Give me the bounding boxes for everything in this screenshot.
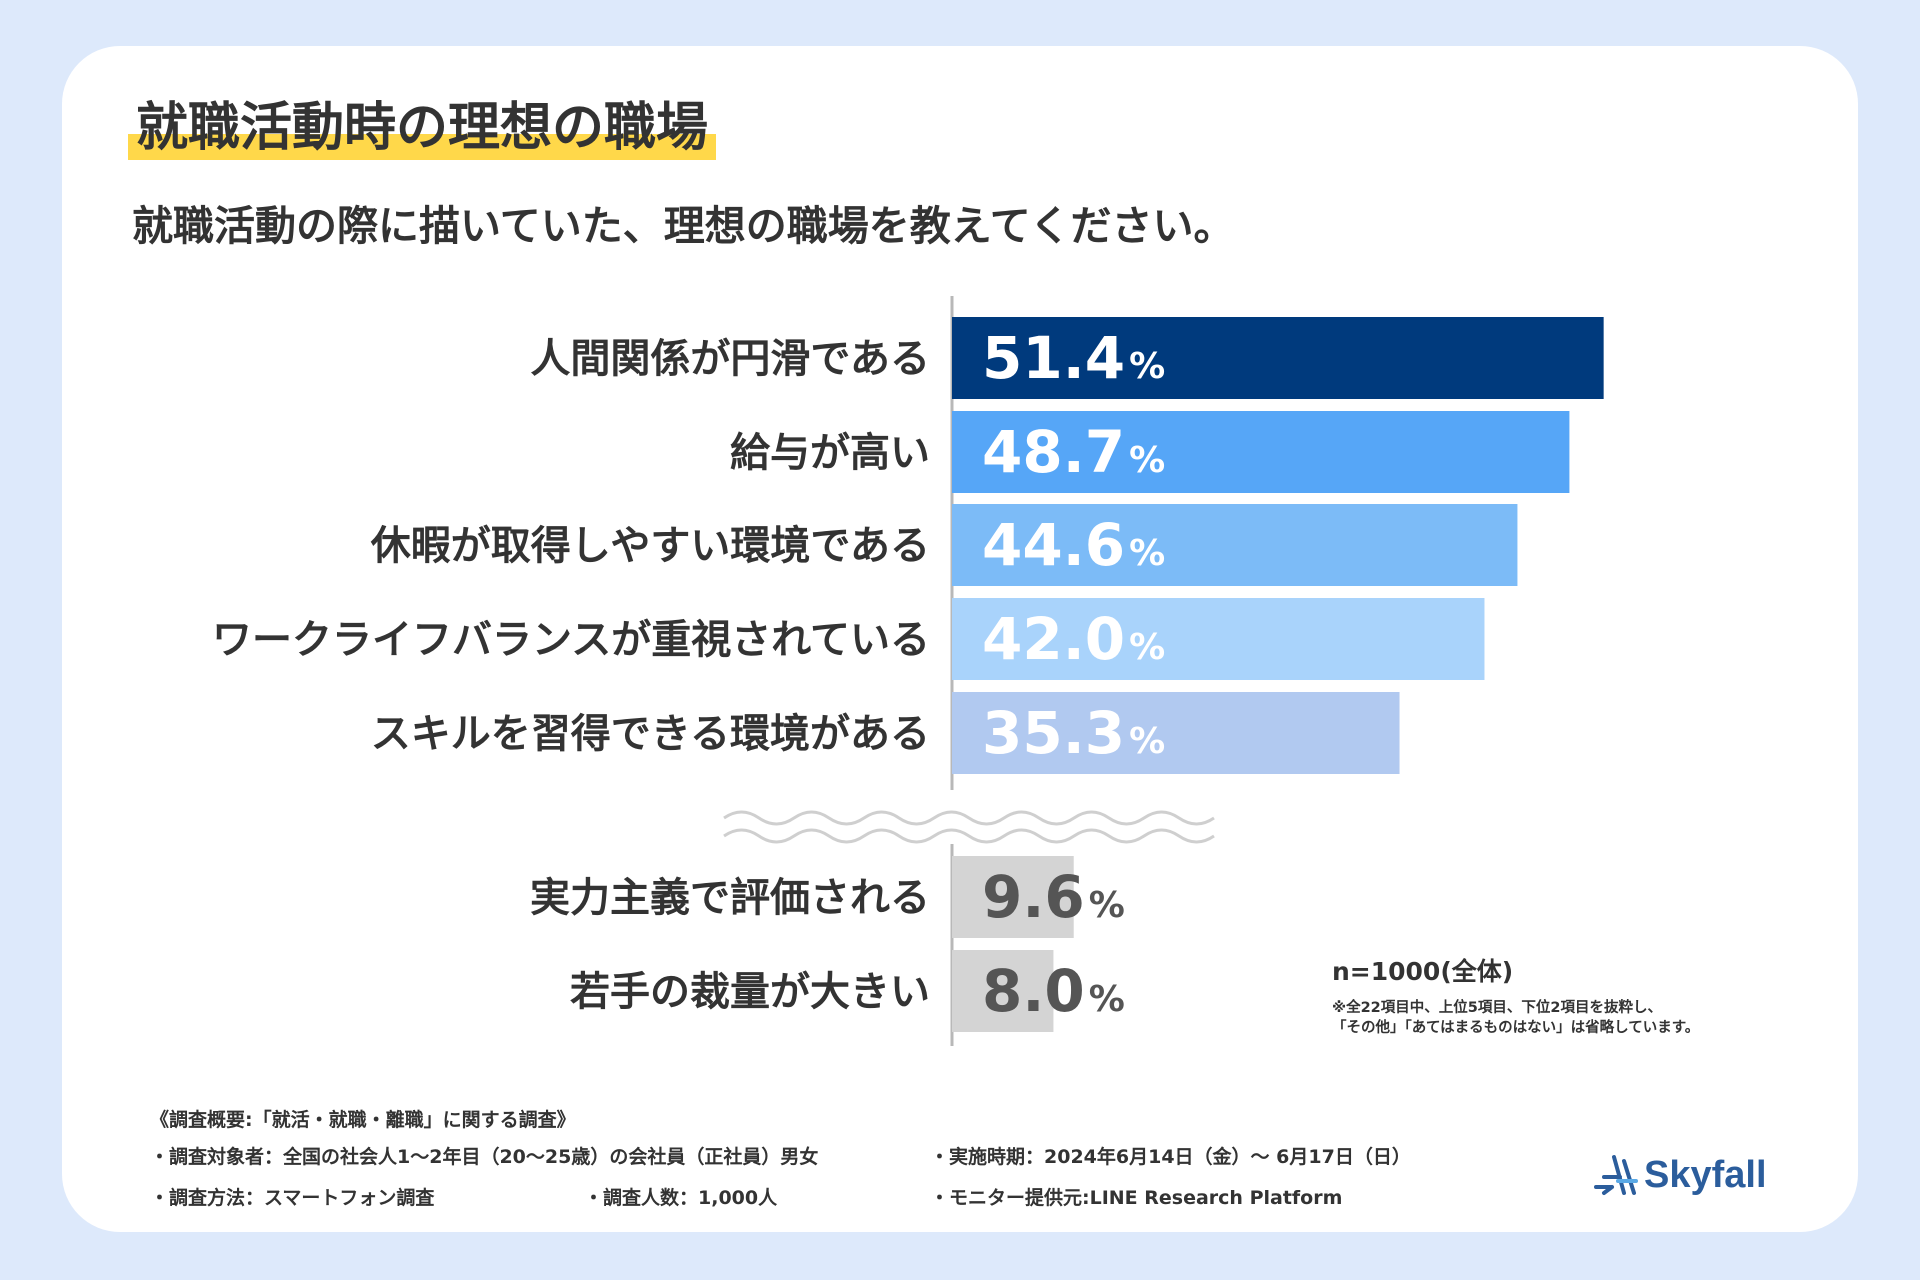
bar-3 [952, 598, 1485, 680]
category-label-3: ワークライフバランスが重視されている [212, 617, 930, 663]
bar-1 [952, 411, 1570, 493]
monitor-provider: ・モニター提供元:LINE Research Platform [930, 1187, 1343, 1209]
title-block: 就職活動時の理想の職場 [128, 82, 717, 162]
page-title: 就職活動時の理想の職場 [136, 97, 709, 158]
bar-0 [952, 317, 1604, 399]
survey-count: ・調査人数：1,000人 [584, 1187, 778, 1209]
survey-period: ・実施時期：2024年6月14日（金）～ 6月17日（日） [930, 1146, 1411, 1168]
skyfall-logo-icon [1594, 1155, 1638, 1195]
bar-4 [952, 692, 1400, 774]
value-label-0: 51.4% [982, 324, 1165, 392]
title-highlight [128, 134, 717, 160]
axis-break-wave-1 [723, 810, 1215, 826]
value-label-4: 35.3% [982, 699, 1165, 767]
axis-break-wave-2 [723, 828, 1215, 844]
value-label-5: 9.6% [982, 863, 1125, 931]
bar-6 [952, 950, 1054, 1032]
value-label-2: 44.6% [982, 511, 1165, 579]
category-label-4: スキルを習得できる環境がある [371, 711, 930, 757]
omission-note-1: ※全22項目中、上位5項目、下位2項目を抜粋し、 [1332, 1000, 1662, 1016]
skyfall-logo: Skyfall [1590, 1152, 1767, 1198]
category-label-6: 若手の裁量が大きい [570, 969, 930, 1015]
sample-size-note: n=1000(全体) [1332, 957, 1514, 986]
category-label-1: 給与が高い [730, 430, 930, 476]
survey-heading: 《調査概要:「就活・就職・離職」に関する調査》 [150, 1109, 576, 1131]
survey-method: ・調査方法：スマートフォン調査 [150, 1187, 435, 1209]
bar-5 [952, 856, 1074, 938]
value-label-3: 42.0% [982, 605, 1165, 673]
omission-note-2: 「その他」「あてはまるものはない」は省略しています。 [1332, 1020, 1700, 1036]
skyfall-logo-text: Skyfall [1644, 1153, 1767, 1196]
category-label-5: 実力主義で評価される [530, 875, 930, 921]
value-label-6: 8.0% [982, 957, 1125, 1025]
survey-question: 就職活動の際に描いていた、理想の職場を教えてください。 [132, 202, 1235, 250]
survey-target: ・調査対象者：全国の社会人1～2年目（20～25歳）の会社員（正社員）男女 [150, 1146, 819, 1168]
category-label-0: 人間関係が円滑である [530, 336, 930, 382]
category-label-2: 休暇が取得しやすい環境である [370, 523, 930, 569]
bar-2 [952, 504, 1518, 586]
value-label-1: 48.7% [982, 418, 1165, 486]
